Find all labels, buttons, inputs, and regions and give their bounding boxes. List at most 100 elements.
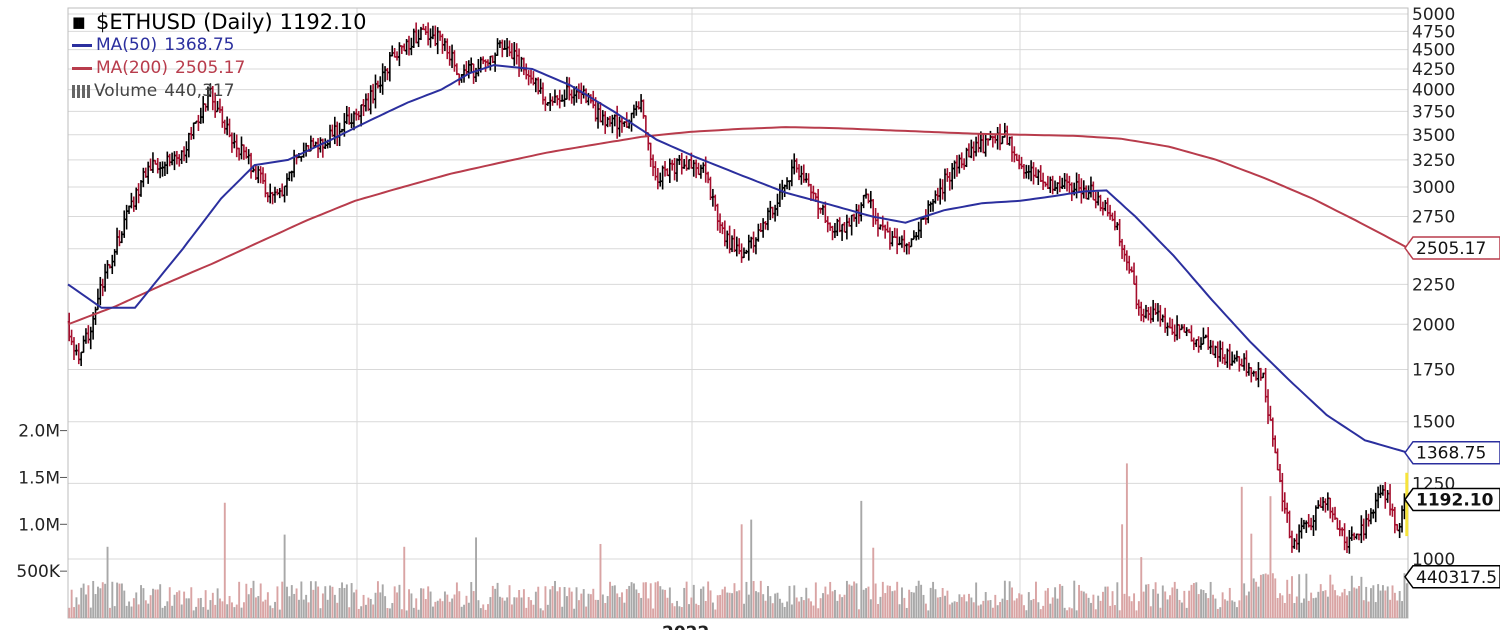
volume-bar xyxy=(872,547,875,618)
volume-bar xyxy=(1137,601,1140,618)
price-bar xyxy=(529,69,533,84)
x-axis-year-label: 2022 xyxy=(662,623,709,630)
volume-bar xyxy=(197,598,200,618)
price-bar xyxy=(653,161,657,181)
price-bar xyxy=(675,158,679,182)
price-bar xyxy=(1182,324,1186,333)
volume-bar xyxy=(901,587,903,618)
volume-bar xyxy=(156,589,159,618)
volume-bar xyxy=(640,597,643,618)
legend-last-price: 1192.10 xyxy=(279,10,367,34)
volume-bar xyxy=(424,599,427,618)
price-bar xyxy=(192,122,196,140)
price-bar xyxy=(172,151,176,171)
volume-bar xyxy=(633,583,635,618)
volume-bar xyxy=(1279,593,1281,618)
volume-bar xyxy=(542,610,544,618)
volume-bar xyxy=(1011,587,1013,618)
volume-bar xyxy=(561,606,564,618)
last-price-tag: 1192.10 xyxy=(1404,487,1500,512)
price-bar xyxy=(381,63,385,95)
price-bar xyxy=(440,33,444,54)
volume-bar xyxy=(642,582,645,618)
price-bar xyxy=(854,203,858,227)
volume-bar xyxy=(594,599,597,618)
volume-bar xyxy=(853,581,856,618)
price-bar xyxy=(445,38,449,60)
price-bar xyxy=(139,180,143,197)
price-bar xyxy=(850,214,854,236)
volume-bar xyxy=(245,583,248,618)
volume-bar xyxy=(266,592,269,618)
price-bar xyxy=(512,42,516,66)
volume-bar xyxy=(958,594,961,618)
price-bar xyxy=(476,59,480,77)
volume-bar xyxy=(235,604,238,618)
volume-bar xyxy=(1030,600,1033,618)
volume-bar xyxy=(573,608,576,618)
price-bar xyxy=(117,230,121,247)
price-bar xyxy=(199,107,203,124)
volume-bar xyxy=(970,597,973,618)
volume-bar xyxy=(1020,594,1023,618)
price-bar xyxy=(433,25,437,47)
volume-bar xyxy=(711,602,714,618)
volume-bar xyxy=(1123,593,1126,618)
price-bar xyxy=(1206,327,1210,350)
volume-bar xyxy=(372,604,375,618)
volume-bar xyxy=(147,603,150,618)
price-bar xyxy=(91,312,95,340)
price-bar xyxy=(1280,472,1284,512)
volume-bar xyxy=(1331,584,1334,618)
volume-bar xyxy=(228,595,231,618)
volume-bar xyxy=(479,608,482,618)
volume-bar xyxy=(85,594,87,618)
volume-bar xyxy=(300,581,303,618)
volume-bar xyxy=(338,588,341,618)
price-bar xyxy=(366,93,370,111)
volume-bar xyxy=(927,610,930,618)
price-bar xyxy=(541,82,545,105)
volume-bar xyxy=(908,589,911,618)
volume-bar xyxy=(1384,590,1387,618)
volume-bar xyxy=(281,581,284,618)
volume-bar xyxy=(432,606,434,618)
volume-bar xyxy=(1245,595,1248,618)
price-bar xyxy=(797,164,801,181)
price-bar xyxy=(919,218,923,239)
volume-bar xyxy=(1003,580,1006,618)
volume-bar xyxy=(1188,590,1191,618)
price-bar xyxy=(845,214,849,240)
volume-bar xyxy=(661,589,664,618)
volume-bar xyxy=(554,580,556,618)
price-bar xyxy=(1197,336,1201,353)
volume-bar xyxy=(893,590,896,618)
price-bar xyxy=(259,166,263,184)
volume-bar xyxy=(1061,585,1064,618)
price-bar xyxy=(163,161,167,177)
last-price-tag-label: 1192.10 xyxy=(1416,490,1494,510)
volume-bar xyxy=(68,607,71,618)
volume-bar xyxy=(1116,582,1119,618)
volume-bar xyxy=(776,592,779,618)
price-bar xyxy=(1144,304,1148,319)
price-bar xyxy=(735,236,739,257)
volume-bar xyxy=(434,601,437,618)
price-bar xyxy=(687,159,691,170)
volume-bar xyxy=(568,587,571,618)
volume-bar xyxy=(1209,581,1212,618)
price-bar xyxy=(694,159,698,179)
price-bar xyxy=(1292,538,1296,549)
volume-bar xyxy=(106,546,109,618)
price-bar xyxy=(601,110,605,126)
volume-bar xyxy=(563,587,566,618)
price-bar xyxy=(1113,210,1117,231)
volume-bar xyxy=(1013,600,1016,618)
volume-bar xyxy=(1149,606,1152,618)
legend-ma50-value: 1368.75 xyxy=(164,35,235,55)
price-bar xyxy=(893,227,897,239)
volume-bar xyxy=(226,604,229,618)
price-bar xyxy=(603,111,607,134)
volume-bar xyxy=(391,603,394,618)
price-bar xyxy=(146,161,150,184)
